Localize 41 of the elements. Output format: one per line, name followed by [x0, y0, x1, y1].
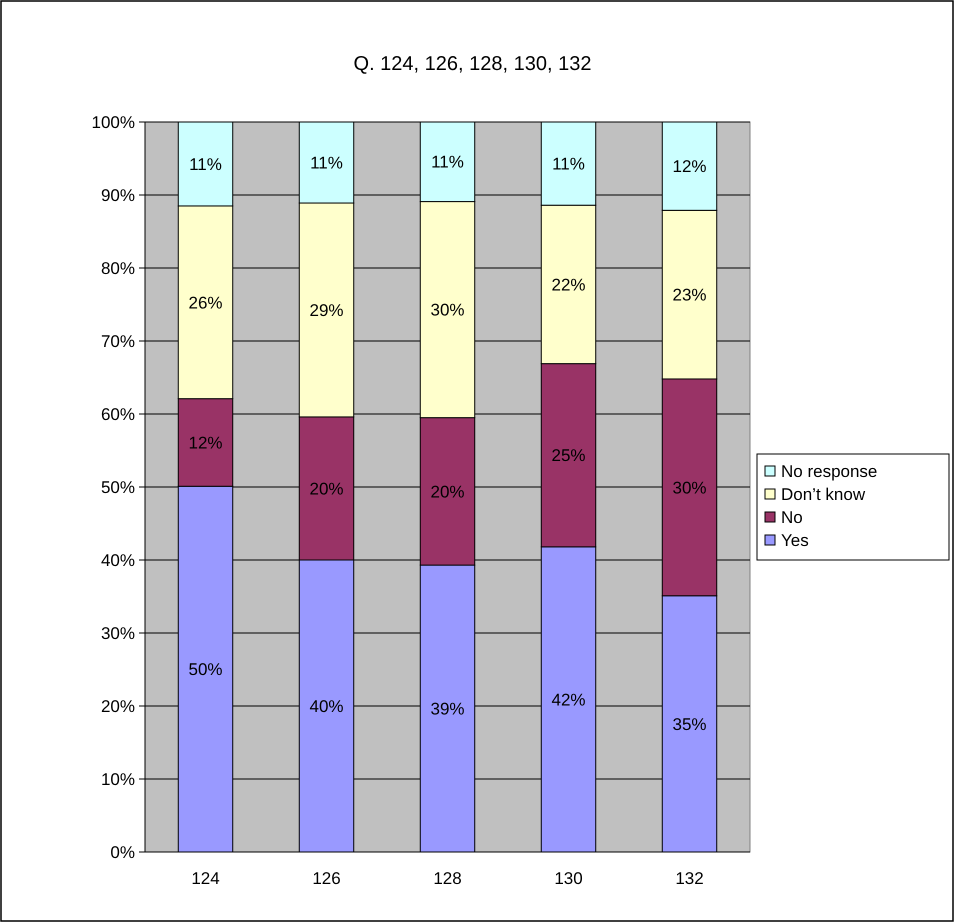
data-label: 35%	[672, 714, 707, 734]
data-label: 12%	[188, 433, 223, 452]
legend-label: Don’t know	[781, 484, 866, 504]
data-label: 39%	[430, 700, 465, 719]
data-label: 20%	[430, 482, 465, 502]
data-label: 29%	[309, 300, 344, 320]
y-tick-label: 20%	[100, 696, 135, 716]
chart-title: Q. 124, 126, 128, 130, 132	[354, 53, 592, 75]
y-tick-label: 80%	[100, 258, 135, 278]
y-tick-label: 70%	[100, 332, 135, 351]
y-tick-label: 50%	[100, 478, 135, 497]
y-tick-label: 0%	[110, 842, 135, 862]
data-label: 11%	[431, 152, 464, 172]
data-label: 11%	[552, 154, 585, 174]
data-label: 50%	[188, 660, 223, 680]
data-label: 42%	[551, 690, 586, 710]
y-tick-label: 10%	[100, 770, 135, 789]
data-label: 40%	[309, 696, 344, 716]
legend-label: Yes	[781, 530, 809, 550]
legend-label: No response	[781, 462, 878, 481]
y-tick-label: 40%	[100, 550, 135, 570]
data-label: 11%	[189, 154, 222, 174]
x-tick-label: 128	[433, 869, 462, 888]
data-label: 25%	[551, 446, 586, 466]
legend-label: No	[781, 508, 803, 527]
x-tick-label: 126	[312, 869, 341, 888]
data-label: 30%	[430, 300, 465, 320]
data-label: 12%	[672, 157, 707, 176]
data-label: 20%	[309, 479, 344, 498]
y-tick-label: 60%	[100, 404, 135, 424]
x-tick-label: 130	[554, 869, 583, 888]
x-tick-label: 124	[191, 869, 220, 888]
data-label: 22%	[551, 275, 586, 294]
data-label: 11%	[310, 153, 343, 172]
data-label: 30%	[672, 478, 707, 498]
y-tick-label: 100%	[92, 112, 135, 132]
y-tick-label: 30%	[100, 624, 135, 643]
x-tick-label: 132	[675, 869, 704, 888]
data-label: 23%	[672, 286, 707, 305]
y-tick-label: 90%	[100, 186, 135, 205]
data-label: 26%	[188, 293, 223, 312]
